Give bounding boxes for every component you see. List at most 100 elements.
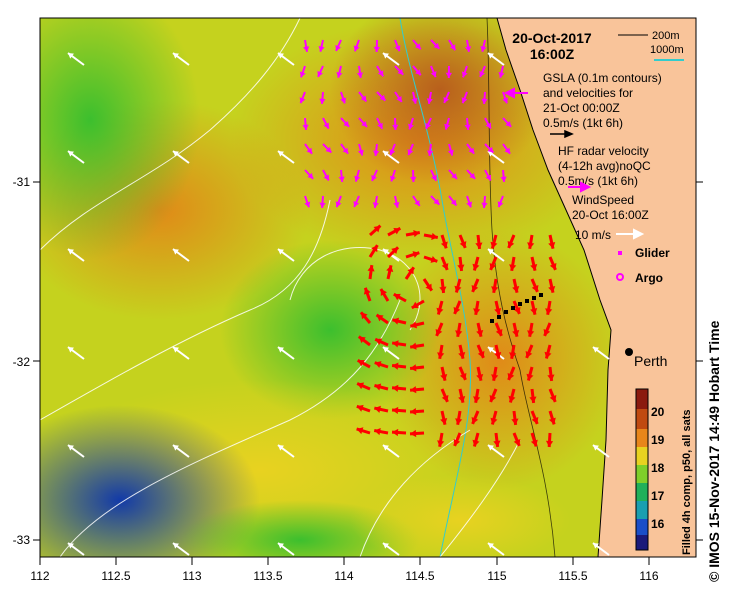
gsla-arrow	[372, 195, 379, 208]
wind-arrow	[67, 150, 85, 164]
wind-arrow	[487, 52, 505, 66]
gsla-arrow	[412, 195, 421, 207]
gsla-arrow	[303, 39, 310, 52]
hf-arrow	[458, 366, 467, 381]
gsla-arrow	[318, 39, 325, 52]
hf-arrow	[473, 388, 481, 404]
hf-arrow	[547, 366, 555, 382]
hf-arrow	[476, 344, 485, 359]
legend-gsla-2: and velocities for	[543, 86, 633, 100]
gsla-velocity-arrows	[299, 39, 512, 209]
hf-arrow	[490, 234, 498, 249]
isobath-200	[486, 18, 556, 557]
hf-arrow	[530, 278, 539, 293]
gsla-arrow	[353, 195, 360, 208]
hf-arrow	[526, 366, 534, 381]
hf-arrow	[386, 265, 394, 280]
y-tick-label: -32	[13, 355, 31, 369]
hf-arrow	[509, 256, 517, 272]
gsla-arrow	[335, 39, 342, 52]
hf-arrow	[530, 256, 538, 271]
plot-frame	[39, 17, 697, 558]
gsla-arrow	[322, 169, 330, 182]
hf-arrow	[529, 388, 537, 404]
gsla-arrow	[389, 143, 396, 156]
hf-arrow	[409, 407, 425, 416]
gsla-arrow	[447, 143, 454, 156]
hf-arrow	[527, 322, 535, 338]
hf-arrow	[367, 264, 375, 280]
gsla-arrow	[448, 39, 457, 51]
gsla-arrow	[427, 143, 434, 157]
hf-arrow	[363, 287, 372, 302]
gsla-arrow	[461, 65, 468, 78]
hf-arrow	[409, 429, 425, 438]
wind-arrow	[382, 52, 400, 66]
hf-arrow	[409, 364, 425, 372]
legend-hf-scale: 0.5m/s (1kt 6h)	[558, 174, 638, 188]
wind-arrow	[277, 150, 295, 164]
wind-arrow	[592, 542, 610, 556]
hf-arrow	[512, 278, 520, 293]
gsla-arrow	[340, 143, 349, 155]
hf-arrow	[440, 256, 449, 271]
hf-arrow	[357, 358, 371, 369]
gsla-arrow	[481, 91, 488, 105]
wind-arrow	[382, 150, 400, 164]
hf-arrow	[507, 366, 516, 381]
gsla-arrow	[319, 91, 326, 105]
legend-glider-marker	[618, 251, 622, 255]
gsla-arrow	[497, 195, 504, 208]
wind-arrow	[277, 444, 295, 458]
hf-arrow	[356, 427, 371, 435]
gsla-arrow	[464, 117, 471, 131]
colorbar-tick: 20	[651, 405, 665, 419]
hf-arrow	[374, 361, 389, 369]
hf-arrow	[490, 410, 498, 425]
legend-wind-2: 20-Oct 16:00Z	[572, 208, 649, 222]
hf-arrow	[511, 410, 519, 426]
wind-arrow	[382, 542, 400, 556]
gsla-arrow	[430, 39, 440, 50]
hf-arrow	[545, 300, 553, 316]
hf-arrow	[548, 234, 556, 249]
gsla-arrow	[498, 65, 505, 78]
gsla-arrow	[412, 65, 422, 76]
hf-arrow	[455, 322, 463, 338]
gsla-arrow	[393, 195, 400, 208]
wind-arrow	[172, 150, 190, 164]
hf-arrow	[509, 344, 517, 360]
hf-arrow	[437, 432, 445, 448]
x-tick-label: 114.5	[405, 569, 434, 583]
gsla-arrow	[376, 91, 387, 102]
hf-arrow	[436, 300, 444, 315]
wind-arrow	[277, 52, 295, 66]
hf-arrow	[457, 256, 465, 272]
hf-arrow	[548, 410, 556, 425]
hf-arrow	[439, 278, 447, 294]
hf-arrow	[356, 404, 371, 413]
hf-arrow	[548, 278, 556, 293]
colorbar	[635, 388, 649, 551]
hf-arrow	[494, 322, 503, 337]
hf-arrow	[530, 432, 538, 447]
legend-gsla-3: 21-Oct 00:00Z	[543, 101, 620, 115]
wind-arrow	[172, 248, 190, 262]
hf-arrow	[391, 406, 407, 415]
gsla-arrow	[461, 91, 468, 104]
hf-arrow	[472, 432, 480, 447]
legend-gsla-scale: 0.5m/s (1kt 6h)	[543, 116, 623, 130]
hf-arrow	[548, 256, 557, 271]
hf-arrow	[405, 230, 421, 238]
sst-field	[40, 18, 696, 557]
gsla-arrow	[319, 195, 326, 209]
y-axis: -31 -32 -33	[13, 175, 703, 547]
hf-arrow	[512, 322, 520, 337]
wind-arrow	[172, 346, 190, 360]
x-tick-label: 113.5	[253, 569, 282, 583]
wind-arrow	[487, 444, 505, 458]
legend-hf-2: (4-12h avg)noQC	[558, 159, 651, 173]
gsla-arrow	[502, 117, 512, 128]
hf-arrow	[356, 382, 371, 391]
